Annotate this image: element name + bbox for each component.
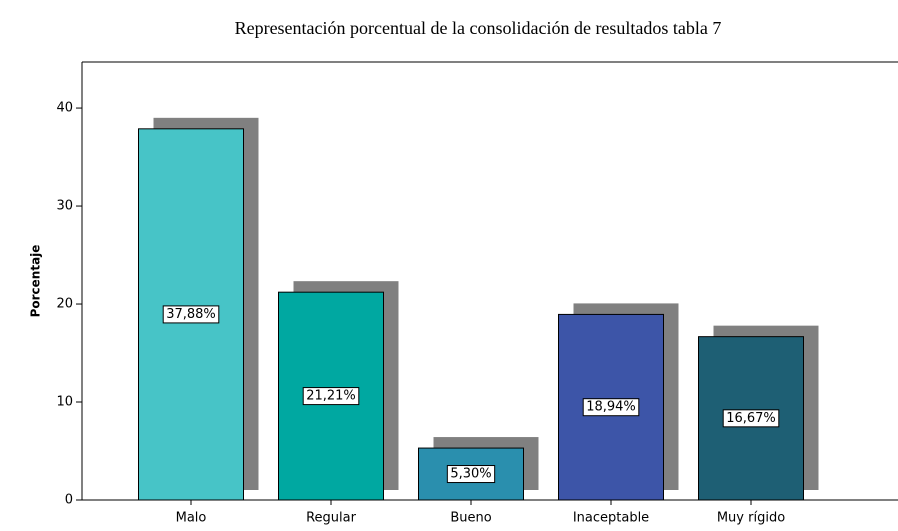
x-tick-label: Malo xyxy=(176,511,207,526)
value-label: 5,30% xyxy=(450,467,491,482)
value-label-box xyxy=(446,465,496,484)
value-label-box xyxy=(302,387,360,406)
value-label: 16,67% xyxy=(726,411,776,426)
x-tick-label: Regular xyxy=(306,511,357,526)
x-tick-label: Muy rígido xyxy=(717,511,785,526)
x-tick-label: Bueno xyxy=(450,511,491,526)
value-label-box xyxy=(162,305,220,324)
value-label: 18,94% xyxy=(586,400,636,415)
value-label: 21,21% xyxy=(306,389,356,404)
value-label-box xyxy=(582,398,640,417)
y-tick-label: 20 xyxy=(56,297,73,312)
y-axis-label: Porcentaje xyxy=(29,245,43,318)
value-label: 37,88% xyxy=(166,307,216,322)
y-tick-label: 0 xyxy=(65,493,73,508)
y-tick-label: 10 xyxy=(56,395,73,410)
x-tick-label: Inaceptable xyxy=(573,511,649,526)
chart-title: Representación porcentual de la consolid… xyxy=(235,18,722,38)
y-tick-label: 30 xyxy=(56,199,73,214)
y-tick-label: 40 xyxy=(56,101,73,116)
value-label-box xyxy=(722,409,780,428)
